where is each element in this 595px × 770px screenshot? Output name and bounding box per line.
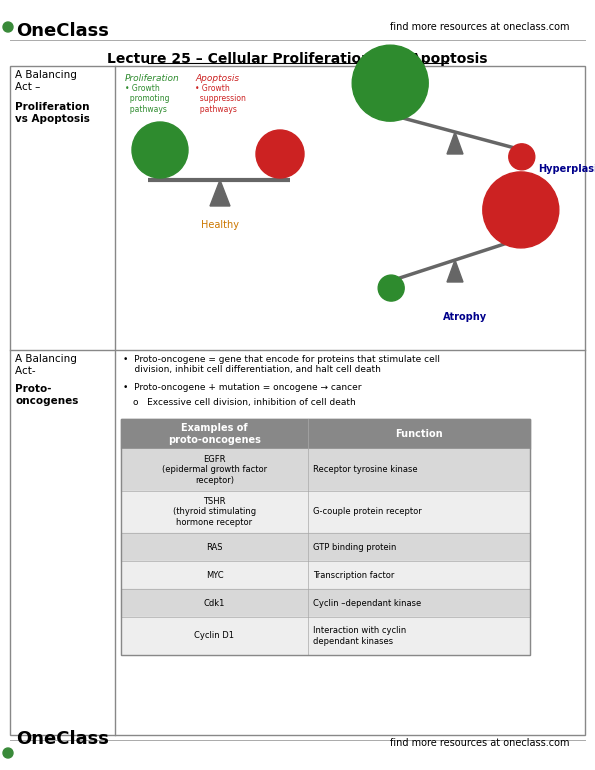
Text: OneClass: OneClass xyxy=(16,22,109,40)
Text: Hyperplasia: Hyperplasia xyxy=(538,164,595,174)
Text: Atrophy: Atrophy xyxy=(443,312,487,322)
Bar xyxy=(121,589,530,617)
Text: •  Proto-oncogene + mutation = oncogene → cancer: • Proto-oncogene + mutation = oncogene →… xyxy=(123,383,362,392)
Circle shape xyxy=(352,45,428,121)
Text: Transcription factor: Transcription factor xyxy=(313,571,394,580)
Text: G-couple protein receptor: G-couple protein receptor xyxy=(313,507,422,517)
Text: Cdk1: Cdk1 xyxy=(204,598,225,608)
Text: Proto-
oncogenes: Proto- oncogenes xyxy=(15,384,79,406)
Text: Proliferation: Proliferation xyxy=(125,74,180,83)
Text: EGFR
(epidermal growth factor
receptor): EGFR (epidermal growth factor receptor) xyxy=(162,455,267,485)
Text: A Balancing
Act-: A Balancing Act- xyxy=(15,354,77,376)
Text: find more resources at oneclass.com: find more resources at oneclass.com xyxy=(390,738,569,748)
Bar xyxy=(121,419,530,655)
Text: Interaction with cyclin
dependant kinases: Interaction with cyclin dependant kinase… xyxy=(313,626,406,646)
Text: MYC: MYC xyxy=(206,571,223,580)
Text: Healthy: Healthy xyxy=(201,220,239,230)
Text: RAS: RAS xyxy=(206,543,223,551)
Text: Proliferation: Proliferation xyxy=(365,80,415,86)
Text: Receptor tyrosine kinase: Receptor tyrosine kinase xyxy=(313,466,418,474)
Text: Lecture 25 – Cellular Proliferation and Apoptosis: Lecture 25 – Cellular Proliferation and … xyxy=(107,52,487,66)
Text: OneClass: OneClass xyxy=(16,730,109,748)
Polygon shape xyxy=(447,132,463,154)
Text: •  Proto-oncogene = gene that encode for proteins that stimulate cell
    divisi: • Proto-oncogene = gene that encode for … xyxy=(123,355,440,374)
Text: Proliferation
vs Apoptosis: Proliferation vs Apoptosis xyxy=(15,102,90,124)
Text: GTP binding protein: GTP binding protein xyxy=(313,543,396,551)
Circle shape xyxy=(378,275,404,301)
Text: A Balancing
Act –: A Balancing Act – xyxy=(15,70,77,92)
Circle shape xyxy=(132,122,188,178)
Polygon shape xyxy=(210,180,230,206)
Text: find more resources at oneclass.com: find more resources at oneclass.com xyxy=(390,22,569,32)
Bar xyxy=(121,533,530,561)
Text: • Growth
  suppression
  pathways: • Growth suppression pathways xyxy=(195,84,246,114)
Text: Cyclin D1: Cyclin D1 xyxy=(195,631,234,641)
Bar xyxy=(121,419,530,449)
Text: Examples of
proto-oncogenes: Examples of proto-oncogenes xyxy=(168,424,261,445)
Bar xyxy=(10,66,585,735)
Bar xyxy=(121,561,530,589)
Text: • Growth
  promoting
  pathways: • Growth promoting pathways xyxy=(125,84,170,114)
Circle shape xyxy=(256,130,304,178)
Circle shape xyxy=(483,172,559,248)
Polygon shape xyxy=(447,260,463,282)
Bar xyxy=(121,449,530,491)
Text: Apoptosis: Apoptosis xyxy=(501,207,541,213)
Text: o   Excessive cell division, inhibition of cell death: o Excessive cell division, inhibition of… xyxy=(133,398,356,407)
Text: Cyclin –dependant kinase: Cyclin –dependant kinase xyxy=(313,598,421,608)
Text: Function: Function xyxy=(395,429,443,439)
Bar xyxy=(121,617,530,655)
Circle shape xyxy=(3,22,13,32)
Bar xyxy=(121,491,530,533)
Text: Apoptosis: Apoptosis xyxy=(195,74,239,83)
Text: TSHR
(thyroid stimulating
hormone receptor: TSHR (thyroid stimulating hormone recept… xyxy=(173,497,256,527)
Circle shape xyxy=(509,144,535,170)
Circle shape xyxy=(3,748,13,758)
